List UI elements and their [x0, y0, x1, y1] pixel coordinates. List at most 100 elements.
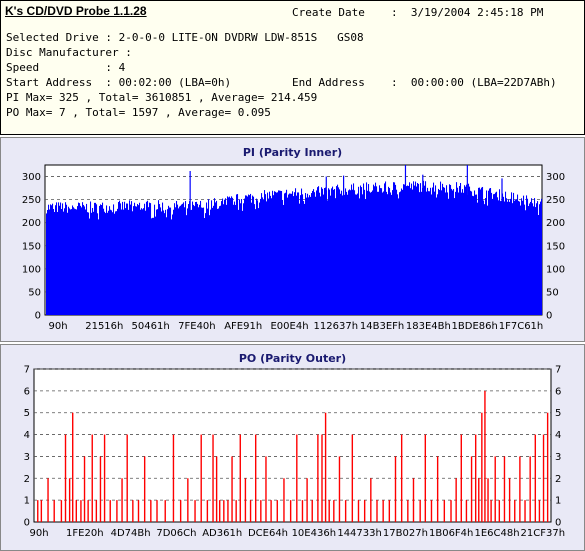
- pi-bar: [373, 184, 375, 315]
- pi-bar: [439, 189, 441, 315]
- pi-bar: [58, 202, 60, 315]
- pi-bar: [133, 206, 135, 315]
- pi-bar: [363, 183, 365, 315]
- pi-bar: [480, 189, 482, 315]
- pi-bar: [367, 190, 369, 315]
- pi-bar: [470, 190, 472, 315]
- po-bar: [194, 500, 196, 522]
- pi-bar: [531, 198, 533, 315]
- pi-bar: [78, 202, 80, 315]
- pi-bar: [414, 185, 416, 315]
- pi-bar: [81, 207, 83, 315]
- pi-bar: [142, 209, 144, 315]
- pi-bar: [387, 194, 389, 315]
- po-bar: [460, 434, 462, 522]
- pi-bar: [297, 192, 299, 315]
- pi-bar: [399, 192, 401, 315]
- pi-bar: [108, 210, 110, 315]
- pi-bar: [155, 216, 157, 315]
- po-bar: [519, 456, 521, 522]
- po-bar: [121, 478, 123, 522]
- po-bar: [37, 500, 39, 522]
- po-bar: [455, 478, 457, 522]
- pi-bar: [104, 211, 106, 315]
- pi-bar: [370, 192, 372, 315]
- pi-bar: [116, 211, 118, 315]
- pi-bar: [259, 202, 261, 315]
- pi-bar: [143, 208, 145, 315]
- pi-bar: [86, 203, 88, 315]
- pi-bar: [192, 201, 194, 315]
- pi-bar: [237, 194, 239, 315]
- pi-bar: [100, 204, 102, 315]
- po-y-tick-right: 1: [555, 496, 561, 507]
- pi-bar: [99, 205, 101, 315]
- pi-bar: [404, 184, 406, 315]
- pi-bar: [427, 187, 429, 315]
- po-y-tick-left: 7: [24, 365, 30, 376]
- pi-bar: [493, 194, 495, 315]
- pi-x-tick: 50461h: [132, 321, 170, 332]
- pi-bar: [114, 213, 116, 315]
- pi-bar: [225, 198, 227, 315]
- pi-bar: [265, 194, 267, 315]
- po-bar: [424, 434, 427, 522]
- pi-bar: [474, 190, 476, 315]
- pi-bar: [191, 209, 193, 315]
- pi-bar: [389, 188, 391, 315]
- pi-bar: [329, 189, 331, 315]
- po-chart-title: PO (Parity Outer): [239, 352, 346, 365]
- po-bar: [538, 500, 541, 522]
- pi-bar: [147, 200, 149, 315]
- pi-bar: [511, 192, 513, 315]
- po-bar: [172, 434, 175, 522]
- pi-bar: [93, 211, 95, 315]
- pi-bar: [167, 209, 169, 315]
- po-x-tick: 4D74Bh: [111, 528, 151, 539]
- pi-bar: [499, 189, 501, 315]
- disc-manufacturer-line: Disc Manufacturer :: [6, 46, 132, 59]
- pi-bar: [305, 193, 307, 315]
- pi-bar: [431, 194, 433, 315]
- pi-bar: [424, 185, 426, 315]
- pi-bar: [212, 207, 214, 315]
- pi-bar: [71, 209, 73, 315]
- pi-bar: [396, 189, 398, 315]
- pi-y-tick-left: 0: [35, 311, 41, 322]
- pi-bar: [230, 198, 232, 315]
- pi-bar: [507, 201, 509, 315]
- pi-bar: [263, 199, 265, 315]
- pi-bar: [309, 195, 311, 315]
- pi-bar: [258, 208, 260, 315]
- po-bar: [324, 412, 327, 522]
- pi-bar: [293, 196, 295, 315]
- po-bar: [306, 478, 308, 522]
- pi-bar: [398, 198, 400, 315]
- pi-bar: [228, 197, 230, 315]
- pi-bar: [59, 205, 61, 315]
- pi-bar: [124, 201, 126, 315]
- pi-bar: [346, 191, 348, 315]
- pi-bar: [216, 200, 218, 315]
- pi-bar: [197, 203, 199, 315]
- pi-peak-bar: [422, 174, 424, 315]
- pi-bar: [66, 204, 68, 315]
- pi-bar: [214, 198, 216, 315]
- pi-bar: [331, 188, 333, 315]
- po-bar: [344, 500, 347, 522]
- pi-chart: PI (Parity Inner) 0 0 50 50 100 100 150 150 200 20…: [22, 146, 565, 332]
- pi-peak-bar: [343, 175, 345, 315]
- pi-bar: [454, 198, 456, 315]
- start-address-line: Start Address : 00:02:00 (LBA=0h): [6, 76, 232, 89]
- po-bar: [99, 456, 102, 522]
- pi-bar: [494, 193, 496, 315]
- pi-bar: [512, 203, 514, 315]
- pi-bar: [56, 202, 58, 315]
- pi-bar: [183, 202, 185, 315]
- pi-bar: [429, 191, 431, 315]
- pi-bar: [122, 201, 124, 315]
- pi-bar: [372, 190, 374, 315]
- pi-bar: [498, 200, 500, 315]
- pi-bar: [435, 185, 437, 315]
- pi-bar: [353, 183, 355, 315]
